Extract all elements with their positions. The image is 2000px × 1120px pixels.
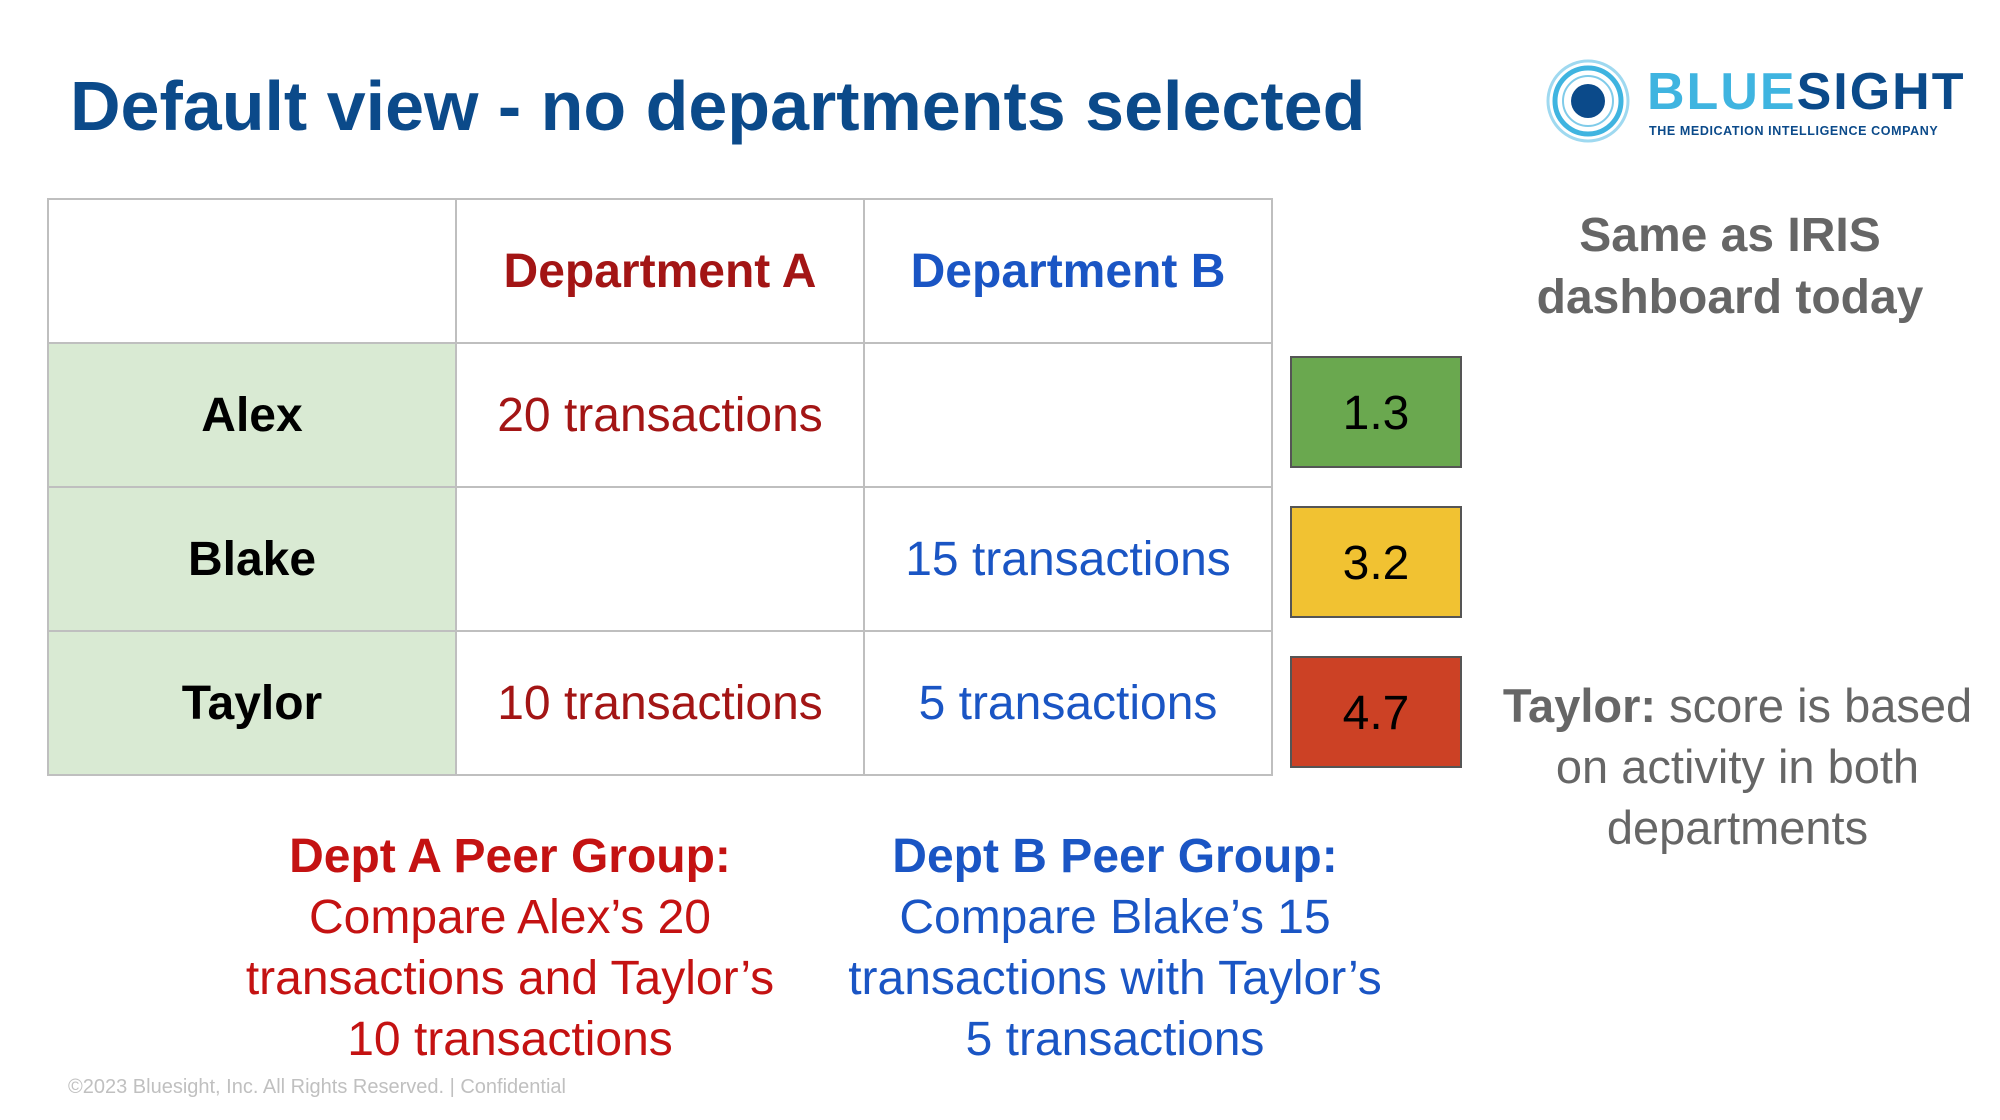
dept-a-peer-group: Dept A Peer Group: Compare Alex’s 20 tra… [215,826,805,1070]
taylor-note: Taylor: score is based on activity in bo… [1502,679,1973,854]
table-header-row: Department A Department B [47,198,1273,344]
header-empty-cell [47,198,457,344]
dept-a-cell: 20 transactions [455,342,865,488]
table-row: Taylor 10 transactions 5 transactions [47,630,1273,776]
dept-a-cell [455,486,865,632]
logo-wordmark: BLUESIGHT [1647,63,1966,121]
score-box-alex: 1.3 [1290,356,1462,468]
row-name-cell: Alex [47,342,457,488]
logo-tagline: THE MEDICATION INTELLIGENCE COMPANY [1649,124,1939,138]
concentric-circle-logo-icon [1546,59,1630,143]
header-department-b: Department B [863,198,1273,344]
peer-group-heading: Dept B Peer Group: [892,830,1338,883]
row-name-cell: Blake [47,486,457,632]
dept-b-cell: 5 transactions [863,630,1273,776]
peer-group-heading: Dept A Peer Group: [289,830,731,883]
department-table: Department A Department B Alex 20 transa… [47,198,1273,776]
table-row: Alex 20 transactions [47,342,1273,488]
dept-b-cell: 15 transactions [863,486,1273,632]
header-department-a: Department A [455,198,865,344]
dept-b-peer-group: Dept B Peer Group: Compare Blake’s 15 tr… [820,826,1410,1070]
copyright-footer: ©2023 Bluesight, Inc. All Rights Reserve… [68,1076,566,1098]
taylor-note-label: Taylor: [1502,679,1657,732]
table-row: Blake 15 transactions [47,486,1273,632]
score-box-blake: 3.2 [1290,506,1462,618]
iris-note: Same as IRIS dashboard today [1536,209,1924,324]
dept-b-cell [863,342,1273,488]
score-box-taylor: 4.7 [1290,656,1462,768]
slide-title: Default view - no departments selected [70,67,1366,145]
dept-a-cell: 10 transactions [455,630,865,776]
row-name-cell: Taylor [47,630,457,776]
bluesight-logo: BLUESIGHT THE MEDICATION INTELLIGENCE CO… [1545,52,1965,152]
